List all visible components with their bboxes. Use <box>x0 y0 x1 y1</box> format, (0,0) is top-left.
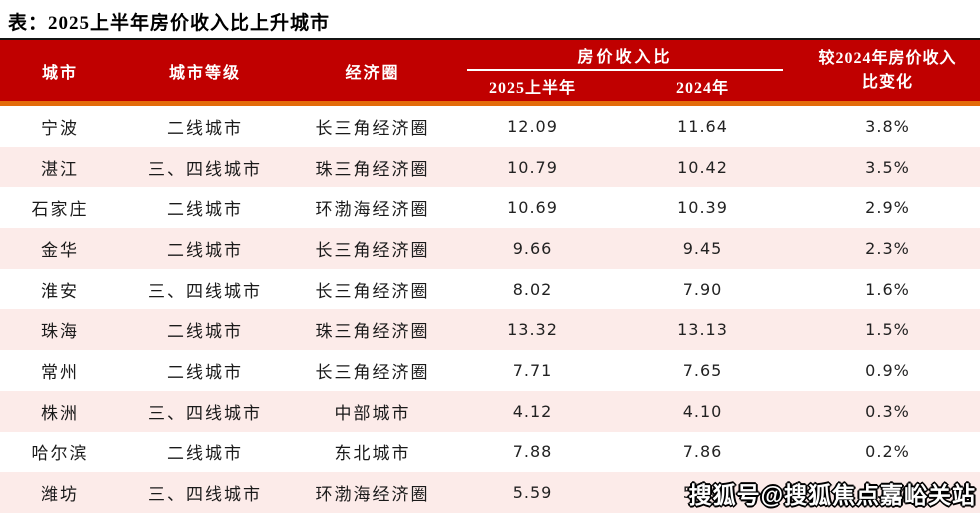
cell-ratio-2024: 9.45 <box>682 238 723 258</box>
table-row: 石家庄 二线城市 环渤海经济圈 10.69 10.39 2.9% <box>0 187 980 228</box>
cell-change: 1.5% <box>865 320 910 340</box>
housing-ratio-table: 城市 城市等级 经济圈 房价收入比 2025上半年 2024年 较2024年房价… <box>0 38 980 513</box>
table-row: 珠海 二线城市 珠三角经济圈 13.32 13.13 1.5% <box>0 309 980 351</box>
cell-ratio-2024: 7.90 <box>682 279 723 299</box>
cell-change: 0.2% <box>865 442 910 462</box>
cell-region: 东北城市 <box>334 444 411 464</box>
cell-city: 珠海 <box>41 322 79 342</box>
table-row: 湛江 三、四线城市 珠三角经济圈 10.79 10.42 3.5% <box>0 146 980 188</box>
cell-ratio-2025: 7.88 <box>512 442 553 462</box>
cell-ratio-2024: 5.58 <box>682 483 723 503</box>
header-tier: 城市等级 <box>168 64 241 82</box>
cell-ratio-2025: 8.02 <box>512 279 553 299</box>
cell-tier: 二线城市 <box>167 118 243 138</box>
cell-region: 长三角经济圈 <box>315 362 430 382</box>
header-change-line1: 较2024年房价收入 <box>818 50 957 68</box>
cell-tier: 二线城市 <box>167 200 243 220</box>
header-change: 较2024年房价收入 比变化 <box>795 40 980 101</box>
cell-ratio-2024: 7.86 <box>682 442 723 462</box>
cell-ratio-2024: 10.42 <box>677 157 728 177</box>
cell-change: 3.8% <box>865 116 910 136</box>
cell-ratio-2024: 11.64 <box>677 116 728 136</box>
cell-tier: 二线城市 <box>167 240 243 260</box>
table-row: 潍坊 三、四线城市 环渤海经济圈 5.59 5.58 0.2% <box>0 472 980 513</box>
cell-city: 金华 <box>41 240 79 260</box>
header-group-underline <box>467 69 783 71</box>
cell-city: 石家庄 <box>31 200 89 220</box>
table-row: 宁波 二线城市 长三角经济圈 12.09 11.64 3.8% <box>0 106 980 147</box>
table-row: 哈尔滨 二线城市 东北城市 7.88 7.86 0.2% <box>0 432 980 473</box>
header-ratio-group-label: 房价收入比 <box>577 48 673 66</box>
cell-city: 淮安 <box>41 281 79 301</box>
table-row: 金华 二线城市 长三角经济圈 9.66 9.45 2.3% <box>0 228 980 269</box>
cell-tier: 二线城市 <box>167 362 243 382</box>
cell-ratio-2025: 10.79 <box>507 157 558 177</box>
cell-change: 0.9% <box>865 360 910 380</box>
cell-region: 中部城市 <box>334 403 411 423</box>
cell-change: 0.3% <box>865 401 910 421</box>
cell-ratio-2025: 9.66 <box>512 238 553 258</box>
cell-change: 2.9% <box>865 198 910 218</box>
cell-region: 珠三角经济圈 <box>315 322 430 342</box>
cell-ratio-2025: 13.32 <box>507 320 558 340</box>
table-row: 株洲 三、四线城市 中部城市 4.12 4.10 0.3% <box>0 390 980 432</box>
cell-ratio-2024: 4.10 <box>682 401 723 421</box>
cell-change: 0.2% <box>865 483 910 503</box>
cell-tier: 二线城市 <box>167 322 243 342</box>
cell-change: 3.5% <box>865 157 910 177</box>
cell-region: 长三角经济圈 <box>315 281 430 301</box>
cell-region: 长三角经济圈 <box>315 118 430 138</box>
cell-city: 宁波 <box>41 118 79 138</box>
table-row: 淮安 三、四线城市 长三角经济圈 8.02 7.90 1.6% <box>0 269 980 310</box>
cell-change: 2.3% <box>865 238 910 258</box>
header-2024: 2024年 <box>675 80 729 97</box>
cell-tier: 三、四线城市 <box>148 281 262 301</box>
cell-region: 环渤海经济圈 <box>315 485 430 505</box>
table-body: 宁波 二线城市 长三角经济圈 12.09 11.64 3.8% 湛江 三、四线城… <box>0 106 980 513</box>
header-ratio-subrow: 2025上半年 2024年 <box>455 71 795 101</box>
cell-city: 株洲 <box>41 403 79 423</box>
header-change-line2: 比变化 <box>861 73 913 91</box>
cell-region: 长三角经济圈 <box>315 240 430 260</box>
header-region: 经济圈 <box>345 64 400 82</box>
cell-tier: 三、四线城市 <box>148 403 262 423</box>
cell-city: 常州 <box>41 362 79 382</box>
header-ratio-group: 房价收入比 2025上半年 2024年 <box>455 40 795 101</box>
cell-ratio-2024: 7.65 <box>682 360 723 380</box>
cell-region: 珠三角经济圈 <box>315 159 430 179</box>
table-header-row: 城市 城市等级 经济圈 房价收入比 2025上半年 2024年 较2024年房价… <box>0 40 980 106</box>
header-city: 城市 <box>41 64 78 82</box>
cell-ratio-2025: 7.71 <box>512 360 553 380</box>
cell-region: 环渤海经济圈 <box>315 200 430 220</box>
header-2025h1: 2025上半年 <box>488 80 576 97</box>
cell-ratio-2024: 10.39 <box>677 198 728 218</box>
cell-ratio-2025: 4.12 <box>512 401 553 421</box>
cell-change: 1.6% <box>865 279 910 299</box>
cell-ratio-2024: 13.13 <box>677 320 728 340</box>
cell-tier: 三、四线城市 <box>148 159 262 179</box>
cell-ratio-2025: 5.59 <box>512 483 553 503</box>
cell-city: 湛江 <box>41 159 79 179</box>
page-title: 表：2025上半年房价收入比上升城市 <box>8 13 331 34</box>
cell-tier: 二线城市 <box>167 444 243 464</box>
cell-tier: 三、四线城市 <box>148 485 262 505</box>
cell-ratio-2025: 12.09 <box>507 116 558 136</box>
cell-ratio-2025: 10.69 <box>507 198 558 218</box>
cell-city: 哈尔滨 <box>31 444 89 464</box>
table-row: 常州 二线城市 长三角经济圈 7.71 7.65 0.9% <box>0 350 980 391</box>
cell-city: 潍坊 <box>41 485 79 505</box>
